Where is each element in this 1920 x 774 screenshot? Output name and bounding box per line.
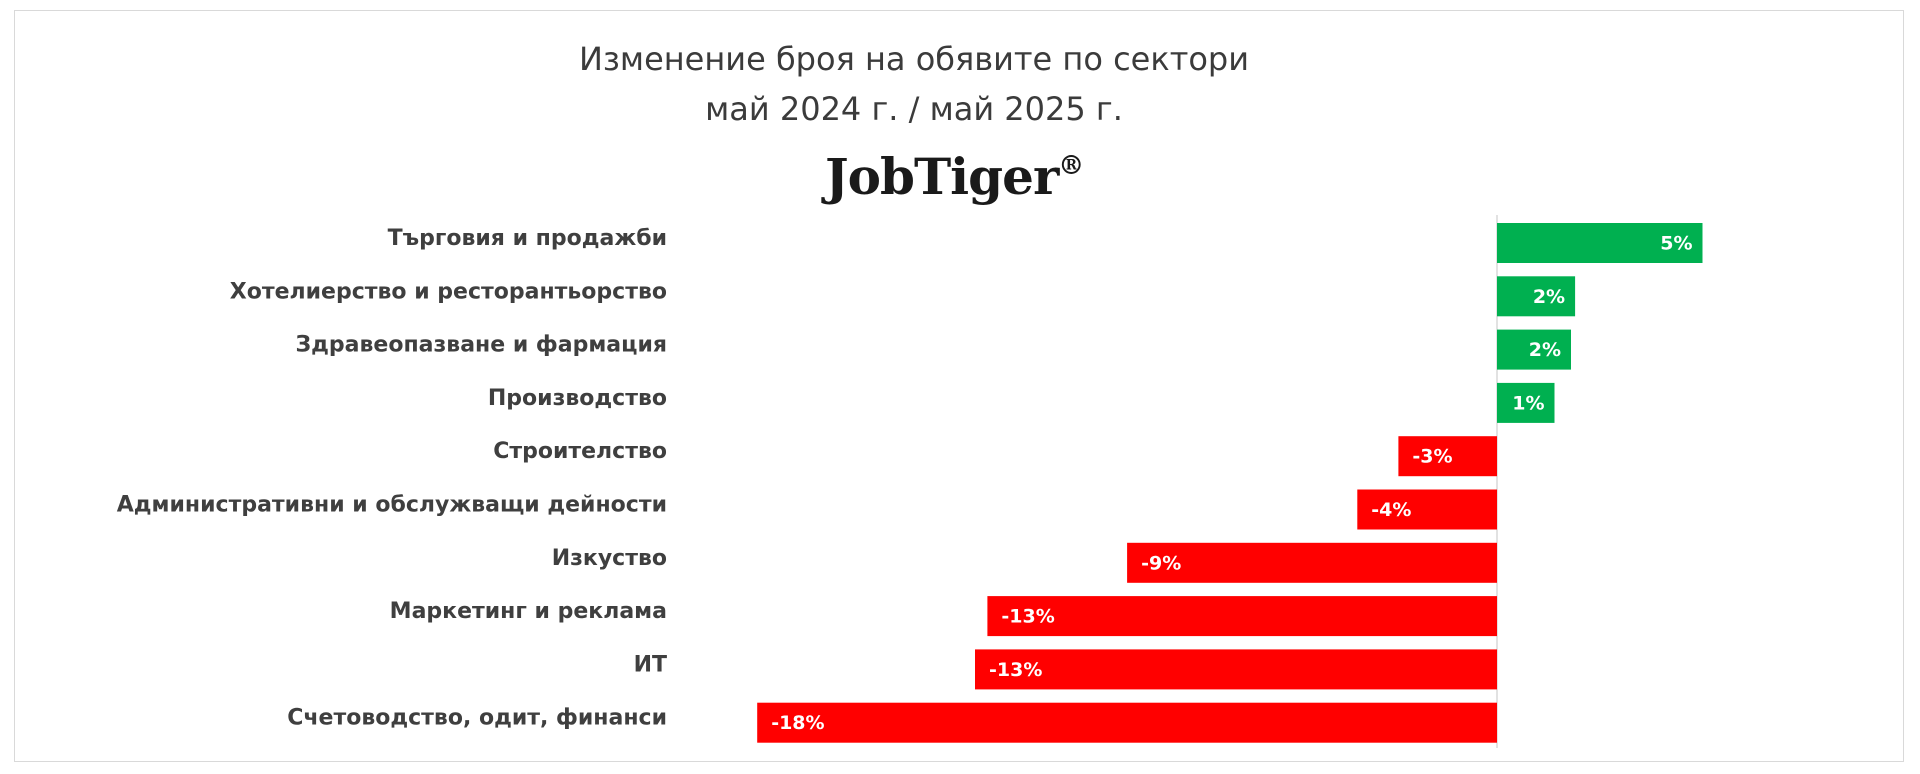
bar-9 [975, 649, 1497, 690]
bar-7 [1127, 542, 1497, 583]
registered-mark: ® [1058, 151, 1084, 181]
bar-5 [1398, 436, 1497, 477]
bar-8 [987, 596, 1497, 637]
data-label: -18% [771, 712, 824, 734]
category-label: Административни и обслужващи дейности [117, 493, 667, 518]
data-label: -13% [1001, 606, 1054, 628]
data-label: 1% [1512, 392, 1544, 414]
bar-10 [757, 702, 1497, 743]
category-label: ИТ [634, 652, 667, 677]
bar-6 [1357, 489, 1497, 530]
data-label: -13% [989, 659, 1042, 681]
jobtiger-logo: JobTiger® [825, 147, 1084, 206]
bar-4 [1497, 382, 1555, 423]
chart-frame [14, 10, 1904, 762]
bar-3 [1497, 329, 1571, 370]
data-label: -4% [1371, 499, 1411, 521]
data-label: 5% [1660, 233, 1692, 255]
category-label: Хотелиерство и ресторантьорство [230, 279, 667, 304]
category-label: Търговия и продажби [388, 226, 667, 251]
data-label: 2% [1533, 286, 1565, 308]
data-label: -3% [1412, 446, 1452, 468]
category-label: Изкуство [552, 546, 667, 571]
bar-1 [1497, 223, 1703, 263]
category-label: Строителство [493, 439, 667, 464]
chart-subtitle: май 2024 г. / май 2025 г. [705, 90, 1123, 128]
chart-title: Изменение броя на обявите по сектори [578, 40, 1250, 78]
category-label: Здравеопазване и фармация [296, 333, 668, 358]
category-label: Производство [488, 386, 667, 411]
logo-text: JobTiger [825, 147, 1059, 206]
data-label: 2% [1529, 339, 1561, 361]
data-label: -9% [1141, 552, 1181, 574]
category-label: Счетоводство, одит, финанси [287, 706, 667, 731]
category-label: Маркетинг и реклама [390, 599, 667, 624]
bar-2 [1497, 276, 1576, 317]
